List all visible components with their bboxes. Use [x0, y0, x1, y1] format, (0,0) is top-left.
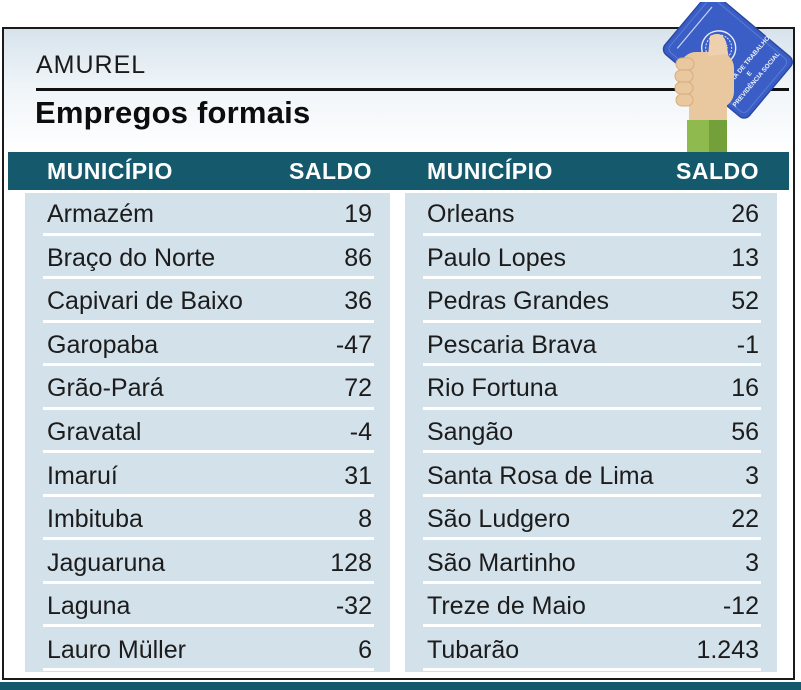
municipality-name: Armazém [47, 200, 154, 229]
municipality-name: Jaguaruna [47, 548, 166, 577]
table-row: Capivari de Baixo 36 [25, 280, 390, 324]
balance-value: 13 [731, 243, 759, 272]
balance-value: 6 [358, 635, 372, 664]
table-row: Gravatal -4 [25, 411, 390, 455]
balance-value: 72 [344, 374, 372, 403]
region-label: AMUREL [36, 51, 147, 79]
municipality-name: Lauro Müller [47, 635, 186, 664]
balance-value: 16 [731, 374, 759, 403]
balance-value: 52 [731, 287, 759, 316]
municipality-name: Rio Fortuna [427, 374, 558, 403]
table-header-bar: MUNICÍPIO SALDO MUNICÍPIO SALDO [8, 152, 789, 190]
balance-value: 36 [344, 287, 372, 316]
municipality-name: Orleans [427, 200, 515, 229]
balance-value: -47 [335, 330, 372, 359]
municipality-name: Paulo Lopes [427, 243, 567, 272]
hand [674, 34, 734, 126]
table-row: Pescaria Brava -1 [405, 324, 777, 368]
table-row: Laguna -32 [25, 585, 390, 629]
balance-value: -32 [335, 592, 372, 621]
balance-value: 19 [344, 200, 372, 229]
balance-value: 3 [745, 548, 759, 577]
table-header-left: MUNICÍPIO SALDO [25, 152, 390, 190]
municipality-name: Imaruí [47, 461, 118, 490]
balance-value: 26 [731, 200, 759, 229]
table-row: Pedras Grandes 52 [405, 280, 777, 324]
table-row: Orleans 26 [405, 193, 777, 237]
municipality-name: São Ludgero [427, 505, 571, 534]
table-row: Tubarão 1.243 [405, 628, 777, 672]
sleeve [687, 120, 727, 152]
table-row: Santa Rosa de Lima 3 [405, 454, 777, 498]
municipality-name: Gravatal [47, 418, 142, 446]
municipality-name: Tubarão [427, 635, 520, 664]
table-row: Braço do Norte 86 [25, 237, 390, 281]
table-row: São Ludgero 22 [405, 498, 777, 542]
municipality-name: Capivari de Baixo [47, 287, 243, 316]
column-header-municipality: MUNICÍPIO [47, 157, 173, 184]
card-title-line2: E [746, 69, 755, 77]
column-header-balance: SALDO [289, 157, 372, 184]
column-header-balance: SALDO [676, 157, 759, 184]
card-tiny-text-line [676, 6, 713, 49]
table-column-right: Orleans 26 Paulo Lopes 13 Pedras Grandes… [405, 193, 777, 672]
balance-value: 8 [358, 505, 372, 534]
municipality-name: Imbituba [47, 505, 143, 534]
work-card-svg: CARTEIRA DE TRABALHO E PREVIDÊNCIA SOCIA… [662, 0, 793, 152]
table-row: Armazém 19 [25, 193, 390, 237]
municipality-name: São Martinho [427, 548, 576, 577]
balance-value: 128 [330, 548, 372, 577]
municipality-name: Treze de Maio [427, 592, 586, 621]
table-row: Treze de Maio -12 [405, 585, 777, 629]
municipality-name: Grão-Pará [47, 374, 164, 403]
municipality-name: Laguna [47, 592, 131, 621]
balance-value: 31 [344, 461, 372, 490]
municipality-name: Braço do Norte [47, 243, 216, 272]
balance-value: -12 [722, 592, 759, 621]
table-row: Lauro Müller 6 [25, 628, 390, 672]
table-column-left: Armazém 19 Braço do Norte 86 Capivari de… [25, 193, 390, 672]
balance-value: 56 [731, 418, 759, 446]
balance-value: 3 [745, 461, 759, 490]
header-area: AMUREL Empregos formais [4, 29, 793, 152]
table-row: Grão-Pará 72 [25, 367, 390, 411]
table-row: Paulo Lopes 13 [405, 237, 777, 281]
hand-holding-work-card-icon: CARTEIRA DE TRABALHO E PREVIDÊNCIA SOCIA… [650, 0, 798, 152]
table-row: Imbituba 8 [25, 498, 390, 542]
municipality-name: Garopaba [47, 330, 159, 359]
table-row: Jaguaruna 128 [25, 541, 390, 585]
bottom-accent-bar [0, 682, 801, 690]
table-header-right: MUNICÍPIO SALDO [405, 152, 777, 190]
municipality-name: Sangão [427, 418, 514, 446]
municipality-name: Pescaria Brava [427, 330, 597, 359]
header-rule [36, 88, 789, 91]
table-row: Sangão 56 [405, 411, 777, 455]
balance-value: 1.243 [696, 635, 759, 664]
municipality-name: Pedras Grandes [427, 287, 610, 316]
table-row: Rio Fortuna 16 [405, 367, 777, 411]
municipality-name: Santa Rosa de Lima [427, 461, 654, 490]
table-row: Imaruí 31 [25, 454, 390, 498]
balance-value: 86 [344, 243, 372, 272]
table-row: São Martinho 3 [405, 541, 777, 585]
balance-value: 22 [731, 505, 759, 534]
page-title: Empregos formais [35, 95, 311, 130]
column-header-municipality: MUNICÍPIO [427, 157, 553, 184]
balance-value: -4 [349, 418, 372, 446]
table-row: Garopaba -47 [25, 324, 390, 368]
infographic-frame: AMUREL Empregos formais MUNICÍPIO SALDO … [2, 27, 795, 680]
balance-value: -1 [736, 330, 759, 359]
